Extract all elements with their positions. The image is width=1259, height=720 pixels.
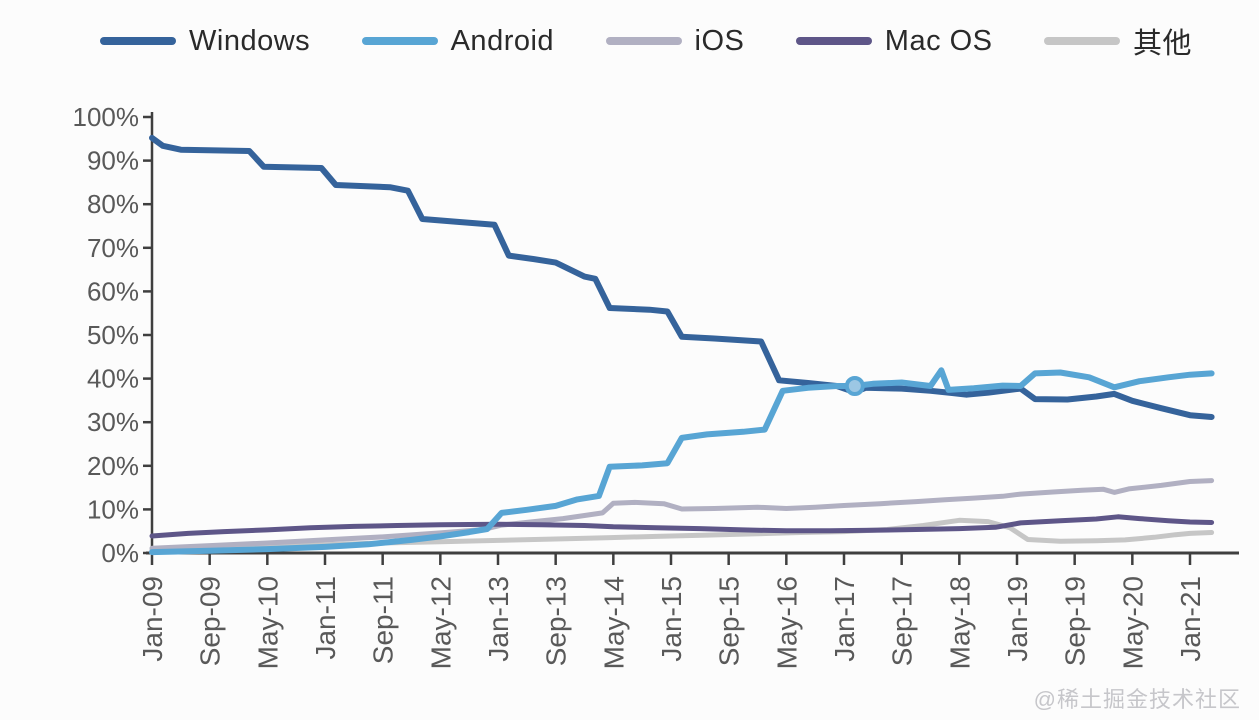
svg-text:Jan-21: Jan-21 bbox=[1175, 576, 1206, 662]
svg-text:May-16: May-16 bbox=[771, 576, 802, 669]
svg-text:90%: 90% bbox=[87, 146, 139, 176]
legend-label-windows: Windows bbox=[189, 24, 311, 57]
ios-line-swatch-icon bbox=[605, 37, 682, 45]
svg-text:30%: 30% bbox=[87, 407, 139, 437]
legend-label-other: 其他 bbox=[1132, 28, 1192, 60]
svg-text:10%: 10% bbox=[87, 494, 139, 524]
svg-text:Sep-13: Sep-13 bbox=[541, 576, 572, 666]
svg-text:Jan-15: Jan-15 bbox=[656, 576, 687, 662]
svg-text:60%: 60% bbox=[87, 276, 139, 306]
svg-text:Sep-11: Sep-11 bbox=[368, 576, 399, 664]
svg-text:Sep-15: Sep-15 bbox=[714, 576, 745, 666]
svg-text:100%: 100% bbox=[73, 102, 140, 132]
svg-text:Sep-19: Sep-19 bbox=[1060, 576, 1091, 666]
android-line-swatch-icon bbox=[361, 37, 438, 45]
other-line-swatch-icon bbox=[1043, 37, 1120, 45]
svg-text:Jan-11: Jan-11 bbox=[310, 576, 341, 660]
legend-item-android: Android bbox=[361, 24, 555, 58]
svg-text:Jan-13: Jan-13 bbox=[483, 576, 514, 662]
legend-item-other: 其他 bbox=[1043, 20, 1192, 62]
svg-text:40%: 40% bbox=[87, 364, 139, 394]
svg-text:20%: 20% bbox=[87, 451, 139, 481]
windows-line-swatch-icon bbox=[100, 37, 176, 45]
legend-item-windows: Windows bbox=[100, 25, 310, 58]
macos-line-swatch-icon bbox=[795, 37, 872, 45]
legend-item-macos: Mac OS bbox=[795, 24, 993, 58]
svg-text:May-10: May-10 bbox=[252, 576, 283, 669]
svg-text:80%: 80% bbox=[87, 189, 139, 219]
svg-text:Sep-17: Sep-17 bbox=[887, 576, 918, 666]
svg-text:0%: 0% bbox=[101, 538, 139, 568]
svg-text:Jan-17: Jan-17 bbox=[829, 576, 860, 662]
legend-label-ios: iOS bbox=[694, 24, 745, 57]
svg-text:Sep-09: Sep-09 bbox=[195, 576, 226, 666]
watermark: @稀土掘金技术社区 bbox=[1033, 687, 1241, 712]
svg-text:May-18: May-18 bbox=[944, 576, 975, 669]
legend-label-macos: Mac OS bbox=[884, 24, 993, 57]
svg-text:Jan-19: Jan-19 bbox=[1002, 576, 1033, 662]
legend-item-ios: iOS bbox=[605, 24, 745, 58]
svg-text:50%: 50% bbox=[87, 320, 139, 350]
chart-legend: Windows Android iOS Mac OS 其他 bbox=[100, 20, 1192, 62]
svg-text:May-14: May-14 bbox=[598, 576, 629, 669]
svg-text:Jan-09: Jan-09 bbox=[137, 576, 168, 662]
legend-label-android: Android bbox=[450, 24, 555, 57]
svg-text:70%: 70% bbox=[87, 233, 139, 263]
svg-text:May-20: May-20 bbox=[1117, 576, 1148, 669]
svg-text:May-12: May-12 bbox=[425, 576, 456, 669]
